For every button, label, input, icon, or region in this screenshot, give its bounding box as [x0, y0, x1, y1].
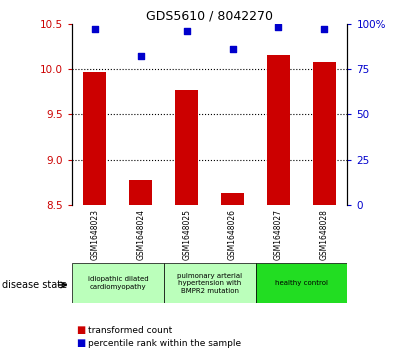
Text: GSM1648023: GSM1648023	[90, 209, 99, 260]
Point	[137, 53, 144, 59]
Text: transformed count: transformed count	[88, 326, 173, 335]
Text: GSM1648025: GSM1648025	[182, 209, 191, 260]
Text: GSM1648027: GSM1648027	[274, 209, 283, 260]
Bar	[83, 72, 106, 205]
Text: GSM1648024: GSM1648024	[136, 209, 145, 260]
Bar	[313, 62, 336, 205]
Bar	[256, 263, 347, 303]
Bar	[164, 263, 256, 303]
Title: GDS5610 / 8042270: GDS5610 / 8042270	[146, 9, 273, 23]
Bar	[175, 90, 198, 205]
Point	[183, 28, 190, 34]
Bar	[72, 263, 164, 303]
Text: percentile rank within the sample: percentile rank within the sample	[88, 339, 242, 347]
Text: ■: ■	[76, 325, 85, 335]
Text: pulmonary arterial
hypertension with
BMPR2 mutation: pulmonary arterial hypertension with BMP…	[177, 273, 242, 294]
Point	[229, 46, 236, 52]
Bar	[221, 193, 244, 205]
Point	[275, 24, 282, 30]
Point	[321, 26, 328, 32]
Point	[92, 26, 98, 32]
Bar	[129, 180, 152, 205]
Text: GSM1648028: GSM1648028	[320, 209, 329, 260]
Text: ■: ■	[76, 338, 85, 348]
Text: idiopathic dilated
cardiomyopathy: idiopathic dilated cardiomyopathy	[88, 276, 148, 290]
Text: disease state: disease state	[2, 280, 67, 290]
Bar	[267, 55, 290, 205]
Text: GSM1648026: GSM1648026	[228, 209, 237, 260]
Text: healthy control: healthy control	[275, 280, 328, 286]
